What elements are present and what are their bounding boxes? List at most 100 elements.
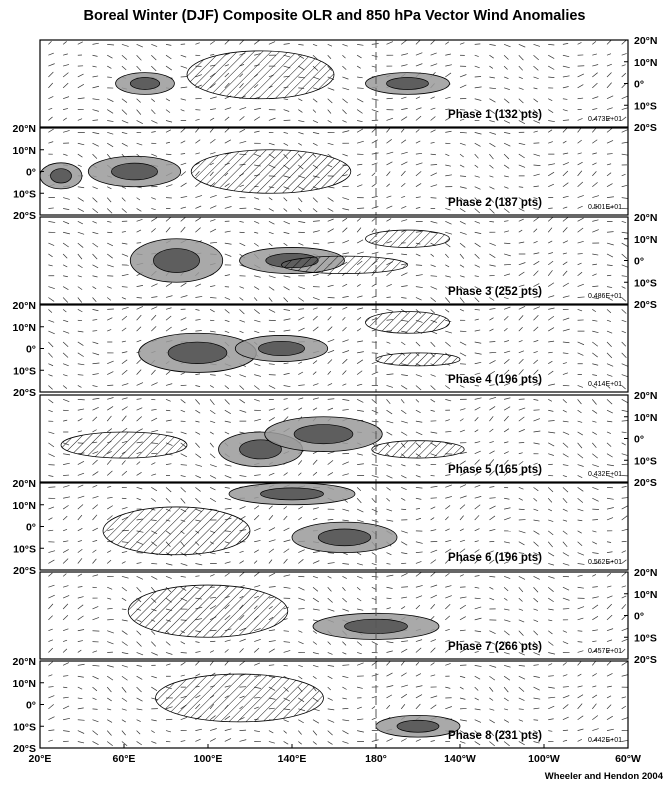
wind-vector [342,586,346,591]
wind-vector [401,572,408,577]
wind-vector [298,641,304,645]
lat-tick-label: 0° [634,434,644,446]
wind-vector [445,648,451,653]
wind-vector [48,141,54,144]
wind-vector [533,54,539,61]
wind-vector [107,317,113,321]
wind-vector [415,517,422,521]
wind-vector [577,563,585,565]
wind-vector [283,142,289,146]
wind-vector [621,297,627,302]
wind-vector [195,464,203,467]
wind-vector [518,197,524,201]
wind-vector [121,274,129,277]
lat-tick-label: 10°S [634,100,657,112]
positive-olr-region [365,311,450,334]
wind-vector [533,608,538,611]
wind-vector [562,282,570,287]
wind-vector [48,550,56,553]
wind-vector [298,397,304,400]
wind-vector [268,385,276,389]
wind-vector [357,652,362,655]
wind-vector [165,129,172,133]
wind-vector [489,286,494,289]
wind-vector [298,316,305,321]
wind-vector [621,604,627,610]
wind-vector [533,228,538,233]
wind-vector [312,507,319,510]
wind-vector [577,530,582,534]
wind-vector [136,741,142,746]
wind-vector [562,227,568,233]
wind-vector [342,358,348,364]
wind-vector [459,495,467,499]
wind-vector [151,741,157,744]
wind-vector [342,675,349,679]
wind-vector [298,665,303,668]
wind-vector [371,283,377,287]
wind-vector [415,140,421,144]
wind-vector [312,586,319,592]
wind-vector [533,530,540,535]
wind-vector [548,608,554,611]
wind-vector [195,399,201,405]
wind-vector [283,242,288,246]
wind-vector [165,497,171,504]
wind-vector [180,487,186,493]
wind-vector [195,563,203,566]
wind-vector [121,561,126,564]
wind-vector [312,719,320,724]
wind-vector [239,506,246,510]
wind-vector [107,597,112,600]
wind-vector [415,162,423,166]
wind-vector [92,98,100,101]
wind-vector [474,275,479,277]
wind-vector [254,107,262,110]
wind-vector [459,352,467,357]
wind-vector [474,471,481,476]
wind-vector [562,716,569,721]
wind-vector [342,54,346,59]
wind-vector [459,616,466,621]
wind-vector [386,704,391,710]
wind-vector [562,270,568,276]
wind-vector [312,371,317,375]
wind-vector [48,453,55,457]
wind-vector [151,228,156,233]
wind-vector [136,428,143,433]
wind-vector [577,271,583,276]
wind-vector [401,206,407,209]
wind-vector [327,586,332,592]
wind-vector [268,648,275,653]
wind-vector [386,171,391,177]
wind-vector [577,73,585,78]
wind-vector [386,431,393,436]
wind-vector [107,120,114,122]
wind-vector [577,617,584,621]
wind-vector [621,409,628,412]
wind-vector [312,307,318,310]
wind-vector [459,118,465,121]
wind-vector [621,585,627,588]
wind-vector [430,615,435,621]
wind-vector [48,330,55,335]
wind-vector [459,604,467,610]
wind-vector [401,385,408,390]
wind-vector [62,573,67,577]
wind-vector [63,275,68,278]
wind-vector [63,208,70,210]
wind-vector [298,506,303,510]
wind-vector [371,717,377,721]
wind-vector [401,64,408,67]
wind-vector [606,53,612,56]
wind-vector [268,664,275,666]
wind-vector [77,548,83,553]
wind-vector [503,630,510,636]
wind-vector [474,385,479,387]
wind-vector [48,628,53,632]
wind-vector [107,719,113,723]
wind-vector [474,575,480,577]
wind-vector [62,639,68,642]
wind-vector [195,673,201,677]
